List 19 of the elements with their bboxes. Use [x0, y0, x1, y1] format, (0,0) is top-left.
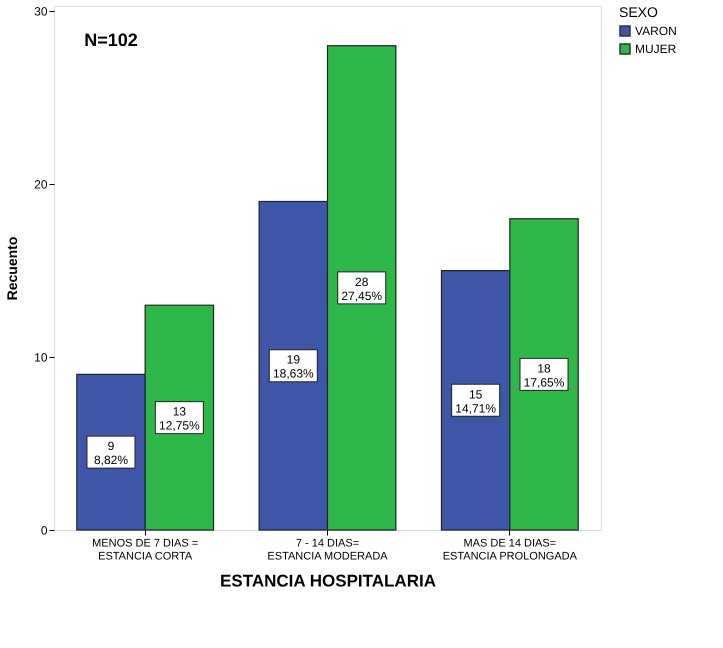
y-tick-label: 20 — [34, 178, 48, 192]
legend-label: MUJER — [635, 42, 677, 56]
y-tick-label: 10 — [34, 350, 48, 365]
x-axis-title: ESTANCIA HOSPITALARIA — [220, 572, 436, 590]
x-tick-label: MAS DE 14 DIAS= ESTANCIA PROLONGADA — [442, 538, 578, 562]
x-tick-label: 7 - 14 DIAS= ESTANCIA MODERADA — [267, 538, 388, 562]
x-tick-label: MENOS DE 7 DIAS = ESTANCIA CORTA — [92, 538, 198, 562]
data-label: 19 18,63% — [272, 352, 314, 381]
y-tick-label: 30 — [34, 4, 48, 19]
y-tick-label: 0 — [40, 524, 48, 538]
y-axis-title: Recuento — [4, 236, 20, 300]
annotation: N=102 — [84, 30, 138, 50]
data-label: 15 14,71% — [455, 387, 496, 416]
data-label: 28 27,45% — [341, 274, 382, 303]
data-label: 9 8,82% — [94, 439, 128, 468]
data-label: 18 17,65% — [524, 361, 565, 390]
data-label: 13 12,75% — [159, 404, 200, 433]
legend-title: SEXO — [619, 4, 658, 20]
legend-label: VARON — [635, 24, 677, 38]
